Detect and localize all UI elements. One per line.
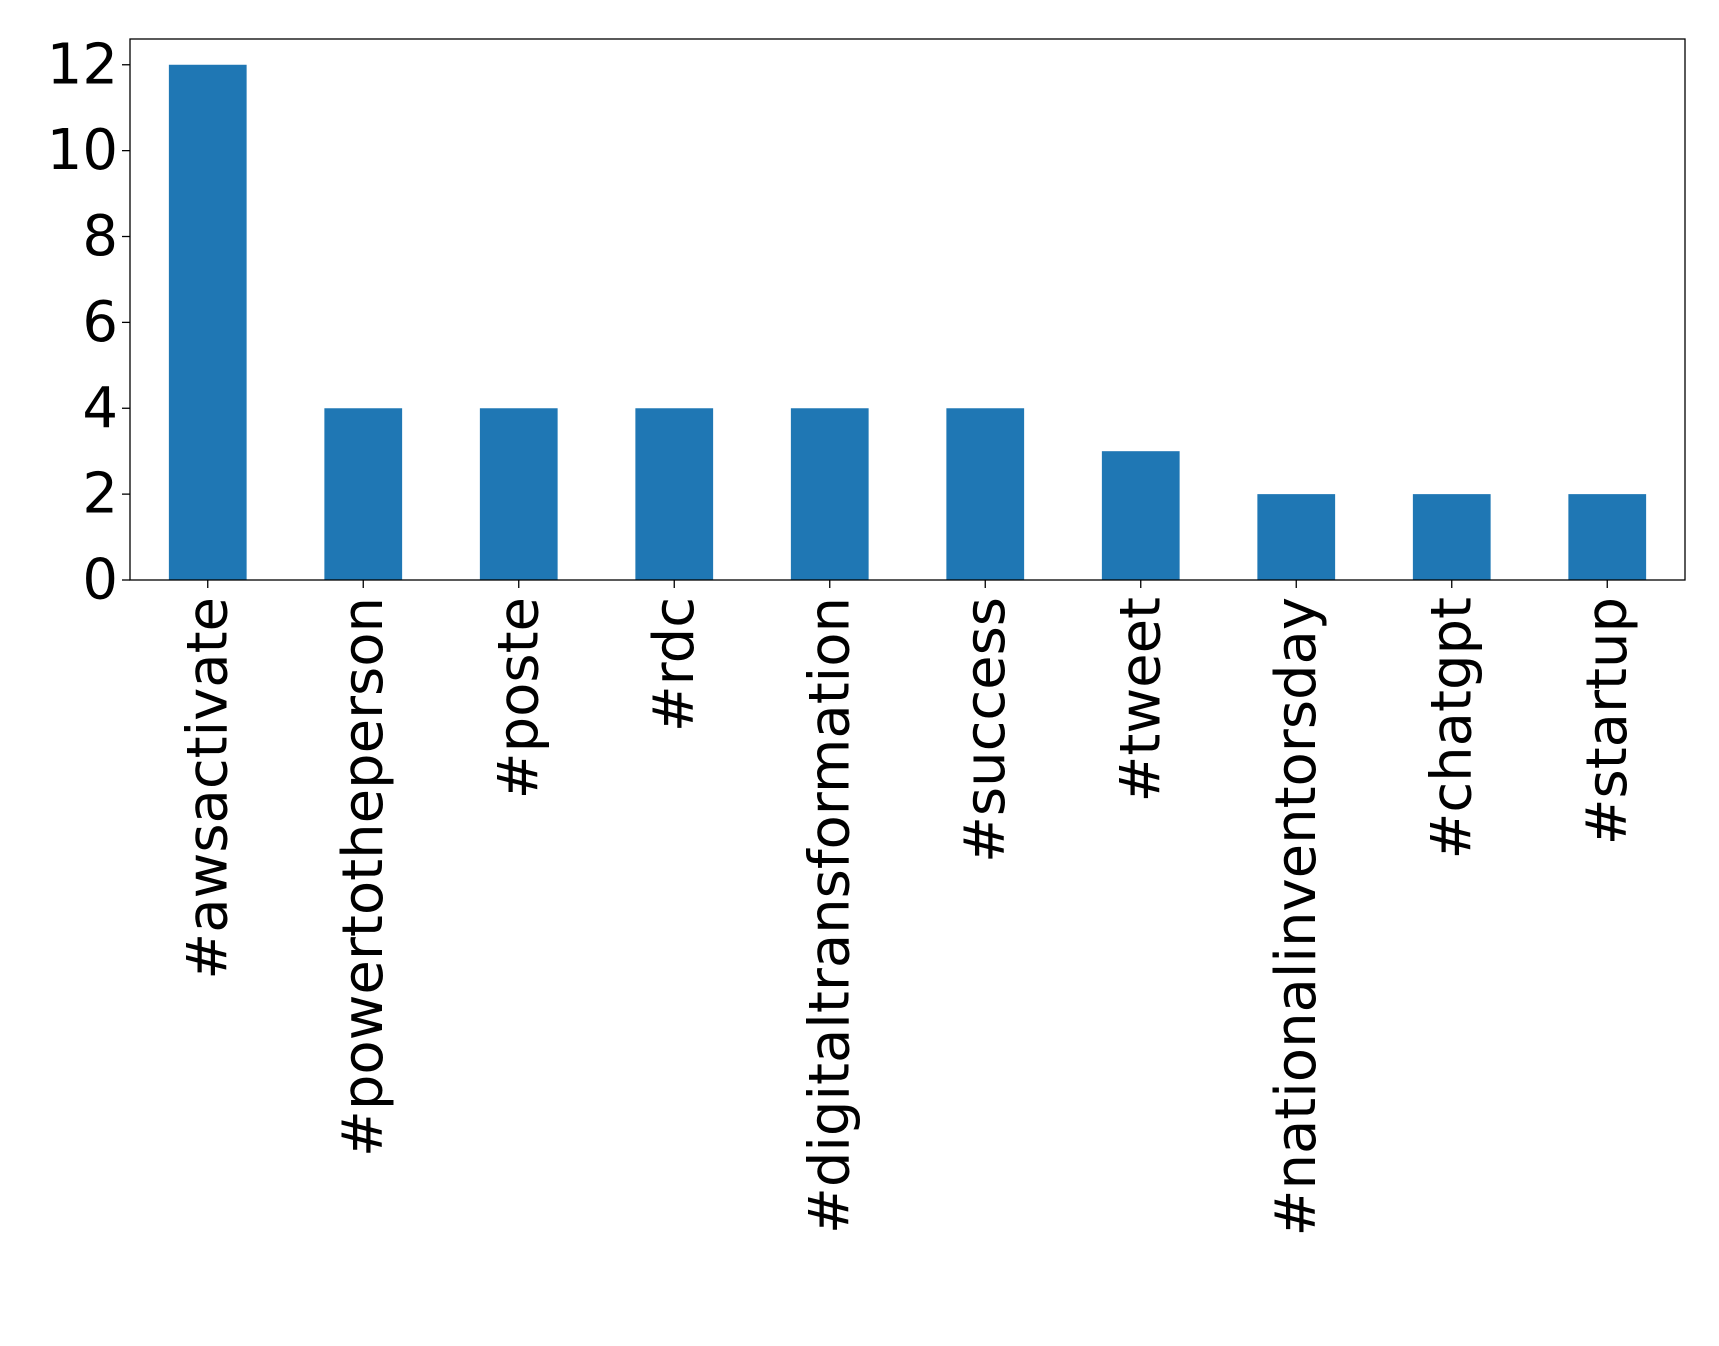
y-tick-label: 8 bbox=[82, 204, 118, 269]
x-tick-label-awsactivate: #awsactivate bbox=[175, 597, 240, 980]
bar-rdc bbox=[635, 408, 714, 580]
bar-digitaltransformation bbox=[790, 408, 869, 580]
plot-area-frame bbox=[129, 38, 1686, 581]
bar-poste bbox=[479, 408, 558, 580]
bar-chatgpt bbox=[1412, 494, 1491, 580]
x-tick-label-success: #success bbox=[953, 597, 1018, 863]
bar-awsactivate bbox=[168, 64, 247, 580]
y-tick-label: 6 bbox=[82, 290, 118, 355]
bar-powertotheperson bbox=[324, 408, 403, 580]
x-tick-label-digitaltransformation: #digitaltransformation bbox=[797, 597, 862, 1234]
x-tick-label-tweet: #tweet bbox=[1108, 597, 1173, 803]
y-tick-label: 12 bbox=[47, 32, 118, 97]
x-tick-label-powertotheperson: #powertotheperson bbox=[331, 597, 396, 1157]
x-tick-label-rdc: #rdc bbox=[642, 597, 707, 732]
x-tick-label-poste: #poste bbox=[486, 597, 551, 799]
y-tick-label: 0 bbox=[82, 548, 118, 613]
bar-nationalinventorsday bbox=[1257, 494, 1336, 580]
bar-startup bbox=[1568, 494, 1647, 580]
x-axis-ticks: #awsactivate #powertotheperson #poste #rdc #… bbox=[175, 580, 1640, 1236]
bars-group bbox=[168, 64, 1647, 580]
bar-success bbox=[946, 408, 1025, 580]
x-tick-label-chatgpt: #chatgpt bbox=[1419, 597, 1484, 860]
x-tick-label-startup: #startup bbox=[1575, 597, 1640, 845]
x-tick-label-nationalinventorsday: #nationalinventorsday bbox=[1264, 597, 1329, 1236]
bar-tweet bbox=[1101, 451, 1180, 580]
y-tick-label: 4 bbox=[82, 376, 118, 441]
y-tick-label: 2 bbox=[82, 462, 118, 527]
y-axis-ticks: 0 2 4 6 8 10 12 bbox=[47, 32, 130, 613]
y-tick-label: 10 bbox=[47, 118, 118, 183]
